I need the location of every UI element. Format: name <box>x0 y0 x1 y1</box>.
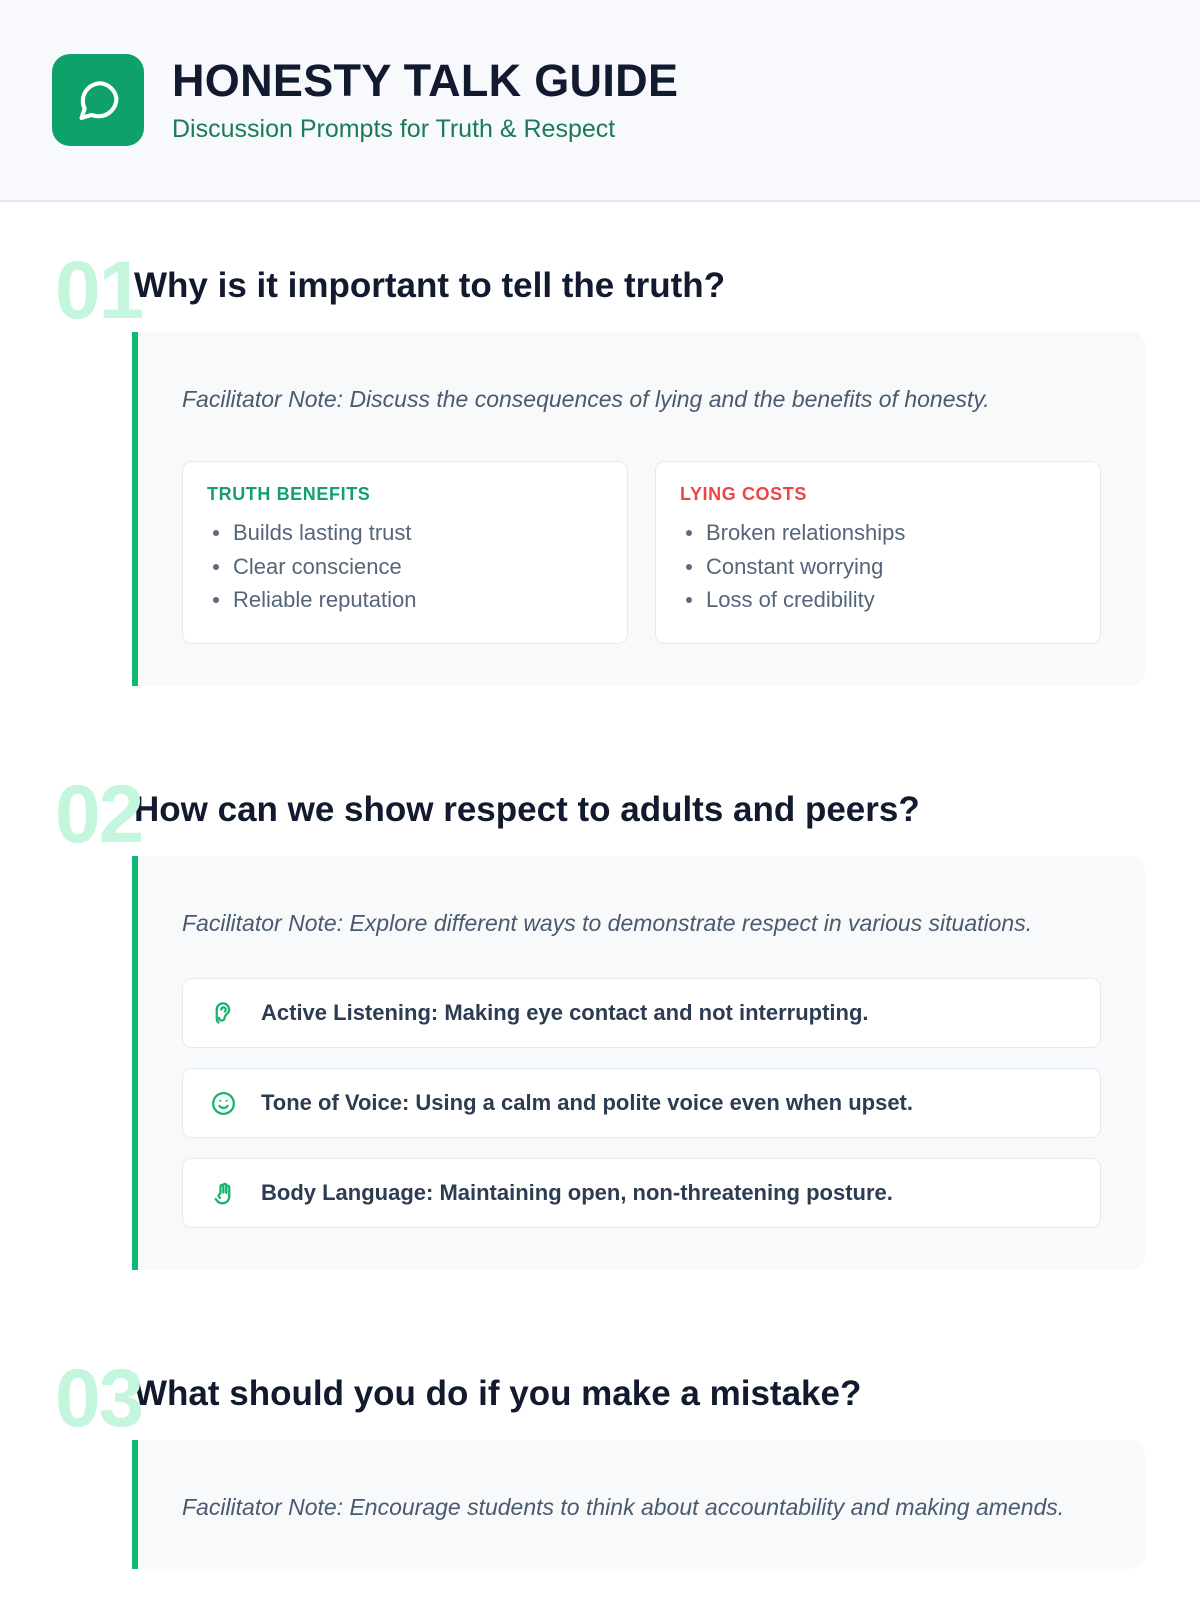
ear-icon <box>207 997 239 1029</box>
section-02-head: How can we show respect to adults and pe… <box>55 773 1145 856</box>
list-item: Body Language: Maintaining open, non-thr… <box>182 1158 1101 1229</box>
smiley-face-icon <box>207 1087 239 1119</box>
list-item: Constant worrying <box>680 550 1076 583</box>
list-item-text: Active Listening: Making eye contact and… <box>261 999 869 1025</box>
section-01: Why is it important to tell the truth? 0… <box>55 250 1145 686</box>
lying-costs-list: Broken relationships Constant worrying L… <box>680 516 1076 616</box>
document-header: HONESTY TALK GUIDE Discussion Prompts fo… <box>0 0 1200 202</box>
section-03: What should you do if you make a mistake… <box>55 1358 1145 1569</box>
list-item: Tone of Voice: Using a calm and polite v… <box>182 1068 1101 1139</box>
list-item: Loss of credibility <box>680 583 1076 616</box>
section-01-title: Why is it important to tell the truth? <box>134 266 726 305</box>
truth-benefits-card: TRUTH BENEFITS Builds lasting trust Clea… <box>182 460 628 644</box>
section-03-body: Facilitator Note: Encourage students to … <box>132 1440 1145 1569</box>
truth-benefits-list: Builds lasting trust Clear conscience Re… <box>207 516 603 616</box>
logo-badge <box>52 54 144 146</box>
section-01-body: Facilitator Note: Discuss the consequenc… <box>132 332 1145 686</box>
section-02-body: Facilitator Note: Explore different ways… <box>132 855 1145 1271</box>
section-01-card-grid: TRUTH BENEFITS Builds lasting trust Clea… <box>182 460 1101 644</box>
content-area: Why is it important to tell the truth? 0… <box>0 250 1200 1569</box>
hand-icon <box>207 1177 239 1209</box>
section-03-facilitator-note: Facilitator Note: Encourage students to … <box>182 1494 1065 1521</box>
list-item: Clear conscience <box>207 550 603 583</box>
section-01-facilitator-note: Facilitator Note: Discuss the consequenc… <box>182 386 990 412</box>
section-02: How can we show respect to adults and pe… <box>55 773 1145 1271</box>
page-subtitle: Discussion Prompts for Truth & Respect <box>172 114 616 143</box>
list-item-text: Tone of Voice: Using a calm and polite v… <box>261 1089 913 1115</box>
section-03-number: 03 <box>55 1353 144 1445</box>
section-03-head: What should you do if you make a mistake… <box>55 1358 1145 1440</box>
section-02-facilitator-note: Facilitator Note: Explore different ways… <box>182 909 1033 936</box>
page-title: HONESTY TALK GUIDE <box>172 54 679 106</box>
list-item: Broken relationships <box>680 516 1076 549</box>
section-03-title: What should you do if you make a mistake… <box>134 1374 862 1414</box>
truth-benefits-label: TRUTH BENEFITS <box>207 483 371 504</box>
section-01-number: 01 <box>55 245 144 336</box>
header-text-block: HONESTY TALK GUIDE Discussion Prompts fo… <box>172 54 679 144</box>
section-02-number: 02 <box>55 768 144 860</box>
list-item: Active Listening: Making eye contact and… <box>182 978 1101 1049</box>
section-01-head: Why is it important to tell the truth? 0… <box>55 250 1145 332</box>
lying-costs-card: LYING COSTS Broken relationships Constan… <box>655 460 1101 644</box>
section-02-title: How can we show respect to adults and pe… <box>134 789 920 829</box>
list-item: Builds lasting trust <box>207 516 603 549</box>
list-item: Reliable reputation <box>207 583 603 616</box>
respect-behaviour-list: Active Listening: Making eye contact and… <box>182 978 1101 1229</box>
list-item-text: Body Language: Maintaining open, non-thr… <box>261 1179 893 1205</box>
chat-bubble-icon <box>72 74 124 126</box>
lying-costs-label: LYING COSTS <box>680 483 807 504</box>
